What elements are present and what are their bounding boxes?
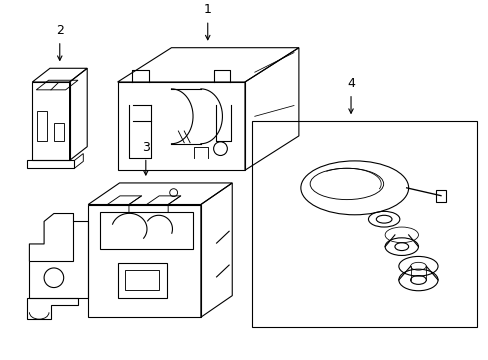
Bar (54, 123, 63, 141)
Bar (251, 121, 476, 327)
Text: 4: 4 (346, 77, 354, 90)
Bar (435, 190, 445, 202)
Text: 1: 1 (203, 3, 211, 16)
Bar (125, 270, 159, 290)
Bar (37, 111, 47, 141)
Text: 3: 3 (142, 140, 149, 153)
Text: 2: 2 (56, 24, 63, 37)
